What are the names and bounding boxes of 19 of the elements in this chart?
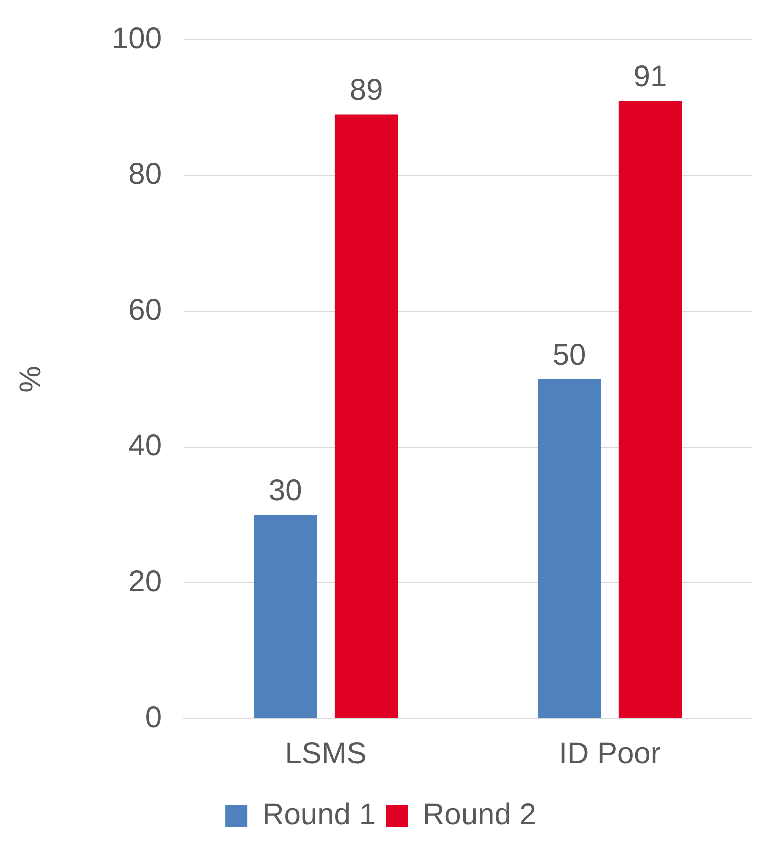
data-label: 91 (634, 60, 668, 94)
y-tick-label: 60 (128, 294, 162, 327)
bar (618, 101, 682, 718)
y-tick-label: 40 (128, 430, 162, 463)
data-label: 30 (268, 474, 302, 508)
legend-label: Round 1 (262, 798, 376, 832)
legend-label: Round 2 (423, 798, 536, 832)
bar (334, 114, 398, 718)
y-axis-title: % (14, 366, 48, 393)
data-label: 50 (552, 338, 586, 372)
y-tick-label: 20 (128, 565, 162, 598)
y-tick-label: 0 (145, 701, 162, 734)
data-label: 89 (350, 74, 384, 107)
y-tick-label: 80 (128, 158, 162, 192)
y-tick-label: 100 (112, 22, 162, 56)
bar (254, 515, 318, 718)
bar (538, 380, 602, 718)
x-tick-label: LSMS (285, 737, 367, 770)
x-tick-label: ID Poor (559, 737, 661, 770)
